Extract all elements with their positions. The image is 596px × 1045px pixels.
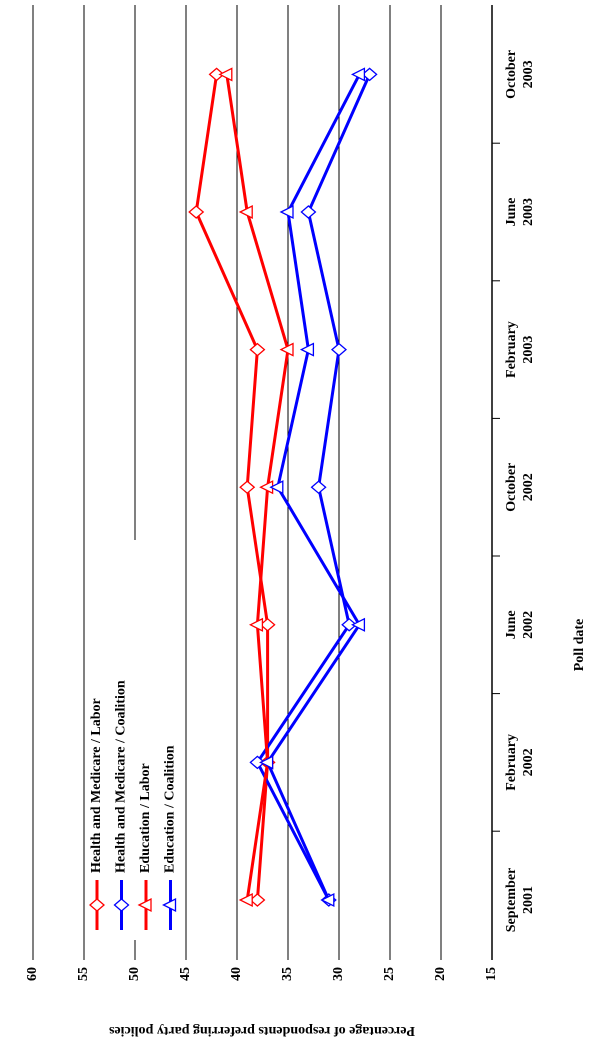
x-tick-label-line: February <box>504 734 519 791</box>
y-tick-label: 25 <box>382 967 397 981</box>
x-axis-title: Poll date <box>572 619 587 672</box>
legend-label: Health and Medicare / Labor <box>89 698 104 873</box>
marker <box>350 67 366 82</box>
marker <box>239 480 256 495</box>
y-tick-label: 35 <box>280 967 295 981</box>
marker <box>361 67 378 82</box>
x-tick-label-line: June <box>504 198 519 227</box>
legend-label: Health and Medicare / Coalition <box>114 680 129 873</box>
marker <box>137 897 152 913</box>
marker <box>300 205 317 219</box>
x-tick-label-line: October <box>504 463 519 512</box>
x-tick-label: September 2001 <box>504 868 536 933</box>
legend-label: Education / Coalition <box>163 745 178 873</box>
marker <box>188 205 205 219</box>
marker <box>89 898 105 912</box>
y-tick-label: 45 <box>178 967 193 981</box>
marker <box>320 892 335 908</box>
x-tick-label-line: February <box>504 321 519 378</box>
y-tick-label: 50 <box>127 967 142 981</box>
legend-box <box>86 540 184 940</box>
x-tick-label-line: October <box>504 50 519 99</box>
y-tick-label: 30 <box>331 967 346 981</box>
marker <box>113 898 130 912</box>
y-tick-label: 20 <box>433 967 448 981</box>
x-tick-label-line: September <box>504 868 519 933</box>
x-tick-label-line: June <box>504 610 519 639</box>
x-tick-label: June 2002 <box>504 610 536 639</box>
rotated-plot: 15 20 25 30 35 40 45 50 55 60 September 2001 Februar… <box>25 5 587 1038</box>
marker <box>299 342 315 357</box>
marker <box>279 342 294 357</box>
y-tick-label: 15 <box>484 967 499 981</box>
x-tick-label: June 2003 <box>504 198 536 227</box>
marker <box>248 617 264 632</box>
marker <box>249 342 266 357</box>
x-tick-label-line: 2003 <box>521 336 536 364</box>
marker <box>238 892 253 908</box>
marker <box>259 617 276 632</box>
x-tick-label: February 2003 <box>504 321 536 378</box>
y-tick-label: 60 <box>25 967 40 981</box>
y-tick-label: 55 <box>76 967 91 981</box>
x-tick-label-line: 2003 <box>521 198 536 226</box>
x-tick-label: February 2002 <box>504 734 536 791</box>
y-axis-title: Percentage of respondents preferring par… <box>108 1023 415 1038</box>
marker <box>279 204 294 220</box>
marker <box>259 755 274 770</box>
x-tick-label: October 2003 <box>504 50 536 99</box>
x-tick-label-line: 2002 <box>521 611 536 639</box>
series-line <box>194 74 270 901</box>
x-tick-label-line: 2002 <box>521 473 536 501</box>
marker <box>162 897 177 913</box>
x-tick-label-line: 2003 <box>521 60 536 88</box>
marker <box>350 617 366 632</box>
marker <box>238 204 253 220</box>
marker <box>218 67 233 82</box>
x-tick-label-line: 2002 <box>521 748 536 776</box>
legend-label: Education / Labor <box>138 763 153 873</box>
marker <box>310 480 327 495</box>
marker <box>331 342 347 357</box>
x-tick-label-line: 2001 <box>521 886 536 914</box>
x-tick-label: October 2002 <box>504 463 536 512</box>
marker <box>249 893 266 907</box>
y-tick-label: 40 <box>229 967 244 981</box>
marker <box>269 480 284 495</box>
